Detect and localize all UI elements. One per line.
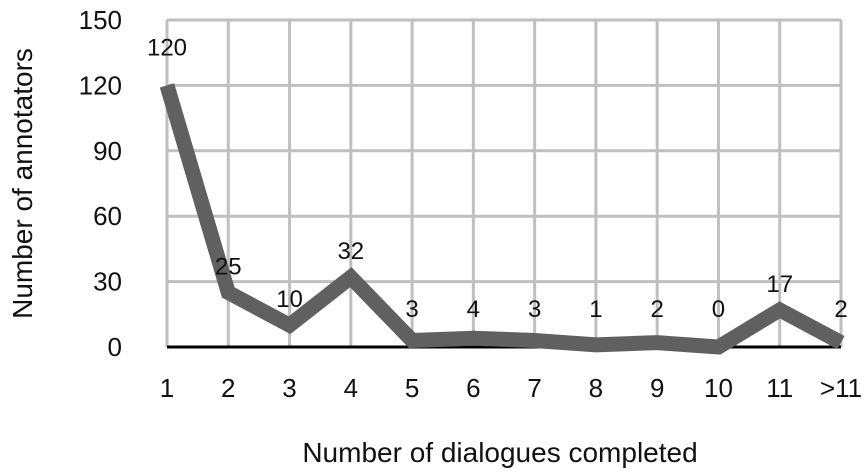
data-label: 32: [337, 238, 364, 265]
x-axis-tick-labels: 1 2 3 4 5 6 7 8 9 10 11 >11: [160, 373, 862, 403]
data-label: 1: [589, 296, 602, 323]
x-tick-label: 2: [221, 373, 235, 403]
data-label: 0: [712, 296, 725, 323]
y-tick-label: 60: [93, 201, 122, 231]
data-label: 3: [528, 296, 541, 323]
y-tick-label: 90: [93, 136, 122, 166]
y-axis-label: Number of annotators: [7, 48, 38, 319]
x-tick-label: 4: [344, 373, 358, 403]
data-label: 3: [405, 296, 418, 323]
data-label: 120: [147, 34, 187, 61]
y-tick-label: 0: [108, 332, 122, 362]
y-tick-label: 30: [93, 267, 122, 297]
grid-lines: [165, 18, 843, 347]
x-tick-label: 7: [527, 373, 541, 403]
x-tick-label: 10: [704, 373, 733, 403]
x-tick-label: 9: [650, 373, 664, 403]
x-tick-label: 6: [466, 373, 480, 403]
data-label: 10: [276, 286, 303, 313]
x-tick-label: 11: [766, 373, 793, 403]
x-tick-label: >11: [820, 373, 862, 403]
x-axis-label: Number of dialogues completed: [302, 437, 697, 468]
data-label: 2: [834, 296, 847, 323]
data-label: 25: [215, 254, 242, 281]
data-label: 17: [766, 271, 793, 298]
series-line: [159, 83, 845, 355]
data-label: 4: [467, 296, 480, 323]
x-tick-label: 1: [160, 373, 174, 403]
data-label: 2: [651, 296, 664, 323]
y-axis-tick-labels: 0 30 60 90 120 150: [79, 5, 122, 362]
x-tick-label: 3: [282, 373, 296, 403]
x-tick-label: 5: [405, 373, 419, 403]
x-tick-label: 8: [589, 373, 603, 403]
y-tick-label: 150: [79, 5, 122, 35]
y-tick-label: 120: [79, 70, 122, 100]
